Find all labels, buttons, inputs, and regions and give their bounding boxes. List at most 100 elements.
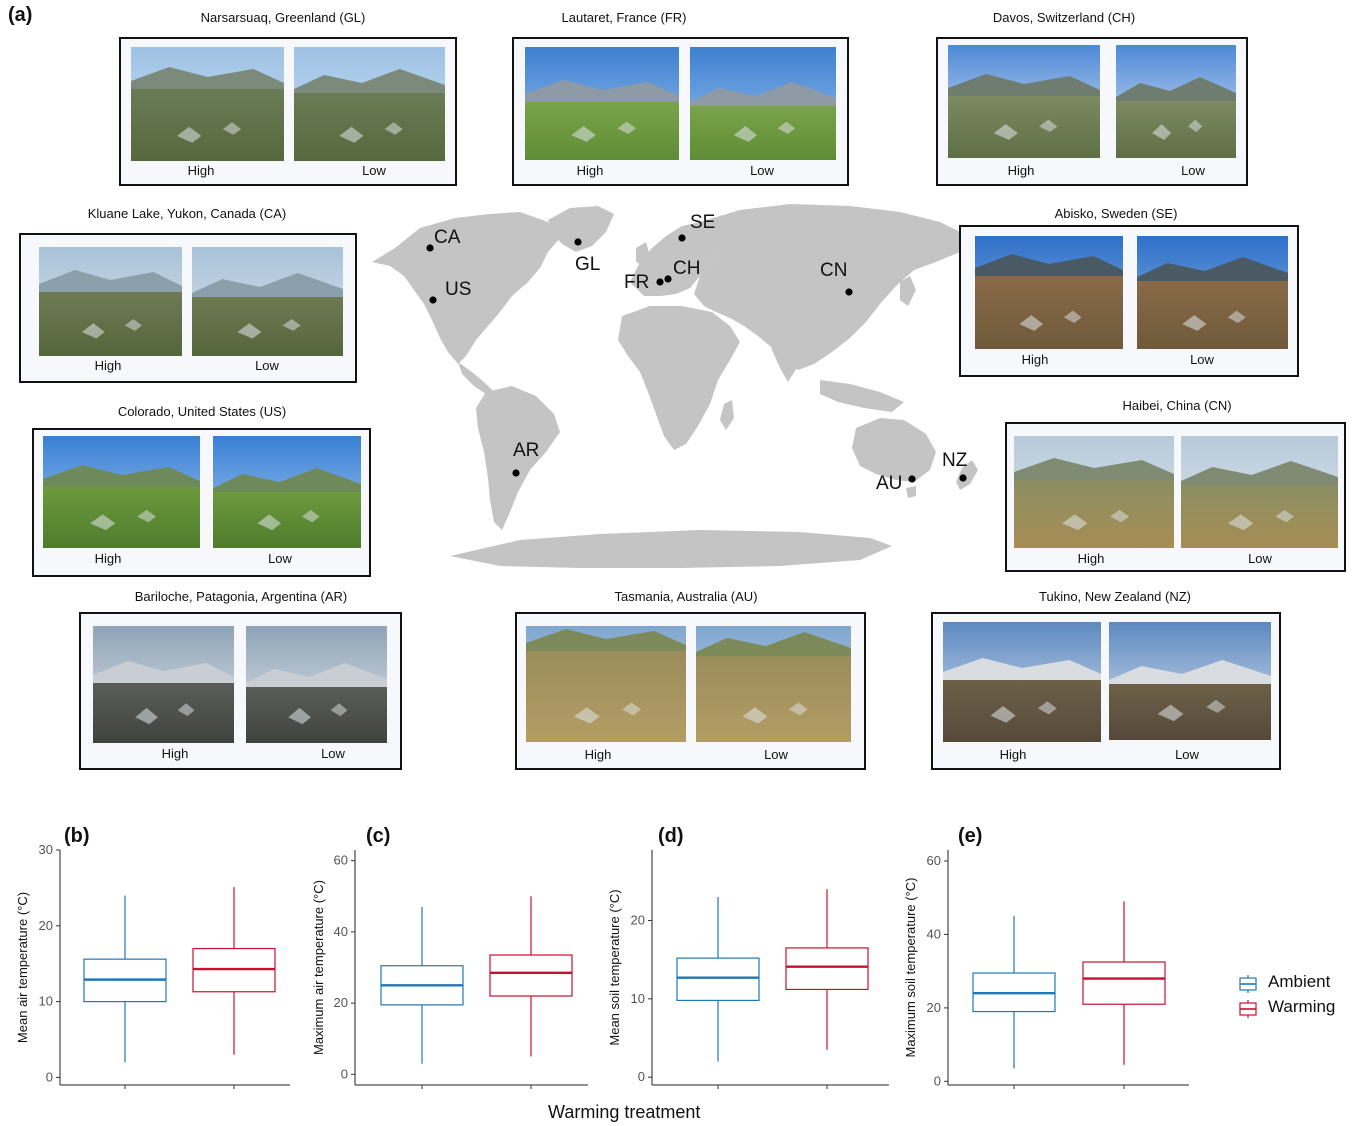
photo-image-au-low bbox=[696, 626, 851, 742]
site-title-ch: Davos, Switzerland (CH) bbox=[992, 10, 1136, 25]
se-asia-islands-shape bbox=[820, 380, 904, 412]
site-photo-ar-low bbox=[246, 626, 387, 743]
photo-label-ch-high: High bbox=[1007, 163, 1035, 178]
photo-image-ar-low bbox=[246, 626, 387, 743]
panel-a-letter: (a) bbox=[8, 4, 33, 26]
site-title-nz: Tukino, New Zealand (NZ) bbox=[1039, 589, 1191, 604]
photo-label-nz-low: Low bbox=[1175, 747, 1199, 762]
photo-image-nz-high bbox=[943, 622, 1101, 742]
box-c-warming bbox=[489, 954, 573, 997]
photo-image-ca-high bbox=[39, 247, 182, 356]
box-e-warming bbox=[1082, 961, 1166, 1005]
box-d-warming bbox=[785, 947, 869, 991]
site-dot-ar bbox=[512, 469, 520, 477]
y-tick-label-d-1: 10 bbox=[631, 991, 645, 1006]
legend-label-warming: Warming bbox=[1268, 997, 1336, 1016]
y-tick-label-e-2: 40 bbox=[927, 926, 941, 941]
site-title-au: Tasmania, Australia (AU) bbox=[614, 589, 758, 604]
site-dot-se bbox=[678, 234, 686, 242]
y-tick-label-d-2: 20 bbox=[631, 913, 645, 928]
central-america-shape bbox=[458, 362, 494, 394]
antarctica-shape bbox=[450, 530, 892, 568]
panel-d-letter: (d) bbox=[658, 825, 684, 847]
photo-image-ca-low bbox=[192, 247, 343, 356]
map-label-se: SE bbox=[690, 212, 715, 233]
site-title-gl: Narsarsuaq, Greenland (GL) bbox=[200, 10, 366, 25]
site-dot-ch bbox=[664, 275, 672, 283]
site-photo-nz-low bbox=[1109, 622, 1271, 740]
site-dot-cn bbox=[845, 288, 853, 296]
site-photo-gl-low bbox=[294, 47, 445, 161]
legend-key-warming bbox=[1239, 1000, 1257, 1018]
photo-image-se-high bbox=[975, 236, 1123, 349]
photo-image-ch-low bbox=[1116, 45, 1236, 158]
site-photo-au-high bbox=[526, 626, 686, 742]
site-photo-ch-high bbox=[948, 45, 1100, 158]
india-shape bbox=[770, 328, 806, 382]
y-axis-title-d: Mean soil temperature (°C) bbox=[607, 889, 622, 1045]
tasmania-shape bbox=[906, 486, 916, 498]
site-dot-gl bbox=[574, 238, 582, 246]
site-title-ca: Kluane Lake, Yukon, Canada (CA) bbox=[87, 206, 287, 221]
site-photo-se-high bbox=[975, 236, 1123, 349]
site-photo-fr-high bbox=[525, 47, 679, 160]
site-dot-ca bbox=[426, 244, 434, 252]
map-label-cn: CN bbox=[820, 260, 847, 281]
photo-label-ca-low: Low bbox=[255, 358, 279, 373]
photo-label-ca-high: High bbox=[94, 358, 122, 373]
photo-image-se-low bbox=[1137, 236, 1288, 349]
photo-image-ch-high bbox=[948, 45, 1100, 158]
site-dot-us bbox=[429, 296, 437, 304]
site-photo-au-low bbox=[696, 626, 851, 742]
site-photo-nz-high bbox=[943, 622, 1101, 742]
y-tick-label-c-3: 60 bbox=[334, 853, 348, 868]
south-america-shape bbox=[476, 386, 560, 530]
y-axis-title-b: Mean air temperature (°C) bbox=[15, 892, 30, 1043]
site-photo-ca-low bbox=[192, 247, 343, 356]
map-label-nz: NZ bbox=[942, 450, 968, 471]
panel-c-letter: (c) bbox=[366, 825, 390, 847]
photo-image-cn-low bbox=[1181, 436, 1338, 548]
y-tick-label-b-0: 0 bbox=[46, 1069, 53, 1084]
map-label-ar: AR bbox=[513, 440, 539, 461]
photo-image-us-low bbox=[213, 436, 361, 548]
site-photo-se-low bbox=[1137, 236, 1288, 349]
site-photo-ch-low bbox=[1116, 45, 1236, 158]
photo-label-cn-low: Low bbox=[1248, 551, 1272, 566]
y-tick-label-e-3: 60 bbox=[927, 853, 941, 868]
legend: Ambient Warming bbox=[1236, 970, 1351, 1026]
site-photo-ar-high bbox=[93, 626, 234, 743]
photo-image-au-high bbox=[526, 626, 686, 742]
site-title-ar: Bariloche, Patagonia, Argentina (AR) bbox=[134, 589, 348, 604]
photo-label-fr-low: Low bbox=[750, 163, 774, 178]
box-d-ambient bbox=[676, 957, 760, 1002]
y-tick-label-b-3: 30 bbox=[39, 842, 53, 857]
photo-label-ch-low: Low bbox=[1181, 163, 1205, 178]
world-map: CA GL SE US FR CH CN AR AU NZ bbox=[372, 204, 978, 568]
photo-label-se-high: High bbox=[1021, 352, 1049, 367]
y-tick-label-c-1: 20 bbox=[334, 995, 348, 1010]
panel-e-letter: (e) bbox=[958, 825, 982, 847]
site-title-us: Colorado, United States (US) bbox=[117, 404, 287, 419]
africa-shape bbox=[618, 306, 740, 450]
map-label-gl: GL bbox=[575, 254, 600, 275]
photo-image-nz-low bbox=[1109, 622, 1271, 740]
uk-shape bbox=[636, 242, 650, 266]
y-axis-title-c: Maximum air temperature (°C) bbox=[311, 880, 326, 1055]
map-label-au: AU bbox=[876, 473, 902, 494]
temperature-boxplots: (b) 0 10 20 30 Mean air temperature (°C) (c) 0 2… bbox=[15, 825, 1189, 1089]
photo-label-us-low: Low bbox=[268, 551, 292, 566]
photo-image-ar-high bbox=[93, 626, 234, 743]
photo-image-fr-low bbox=[690, 47, 836, 160]
site-dot-nz bbox=[959, 474, 967, 482]
photo-label-au-high: High bbox=[584, 747, 612, 762]
site-dot-au bbox=[908, 475, 916, 483]
map-label-fr: FR bbox=[624, 272, 649, 293]
site-photo-fr-low bbox=[690, 47, 836, 160]
photo-label-au-low: Low bbox=[764, 747, 788, 762]
y-tick-label-b-2: 20 bbox=[39, 918, 53, 933]
y-tick-label-d-0: 0 bbox=[638, 1069, 645, 1084]
photo-label-nz-high: High bbox=[999, 747, 1027, 762]
y-axis-title-e: Maximum soil temperature (°C) bbox=[903, 877, 918, 1057]
photo-label-us-high: High bbox=[94, 551, 122, 566]
